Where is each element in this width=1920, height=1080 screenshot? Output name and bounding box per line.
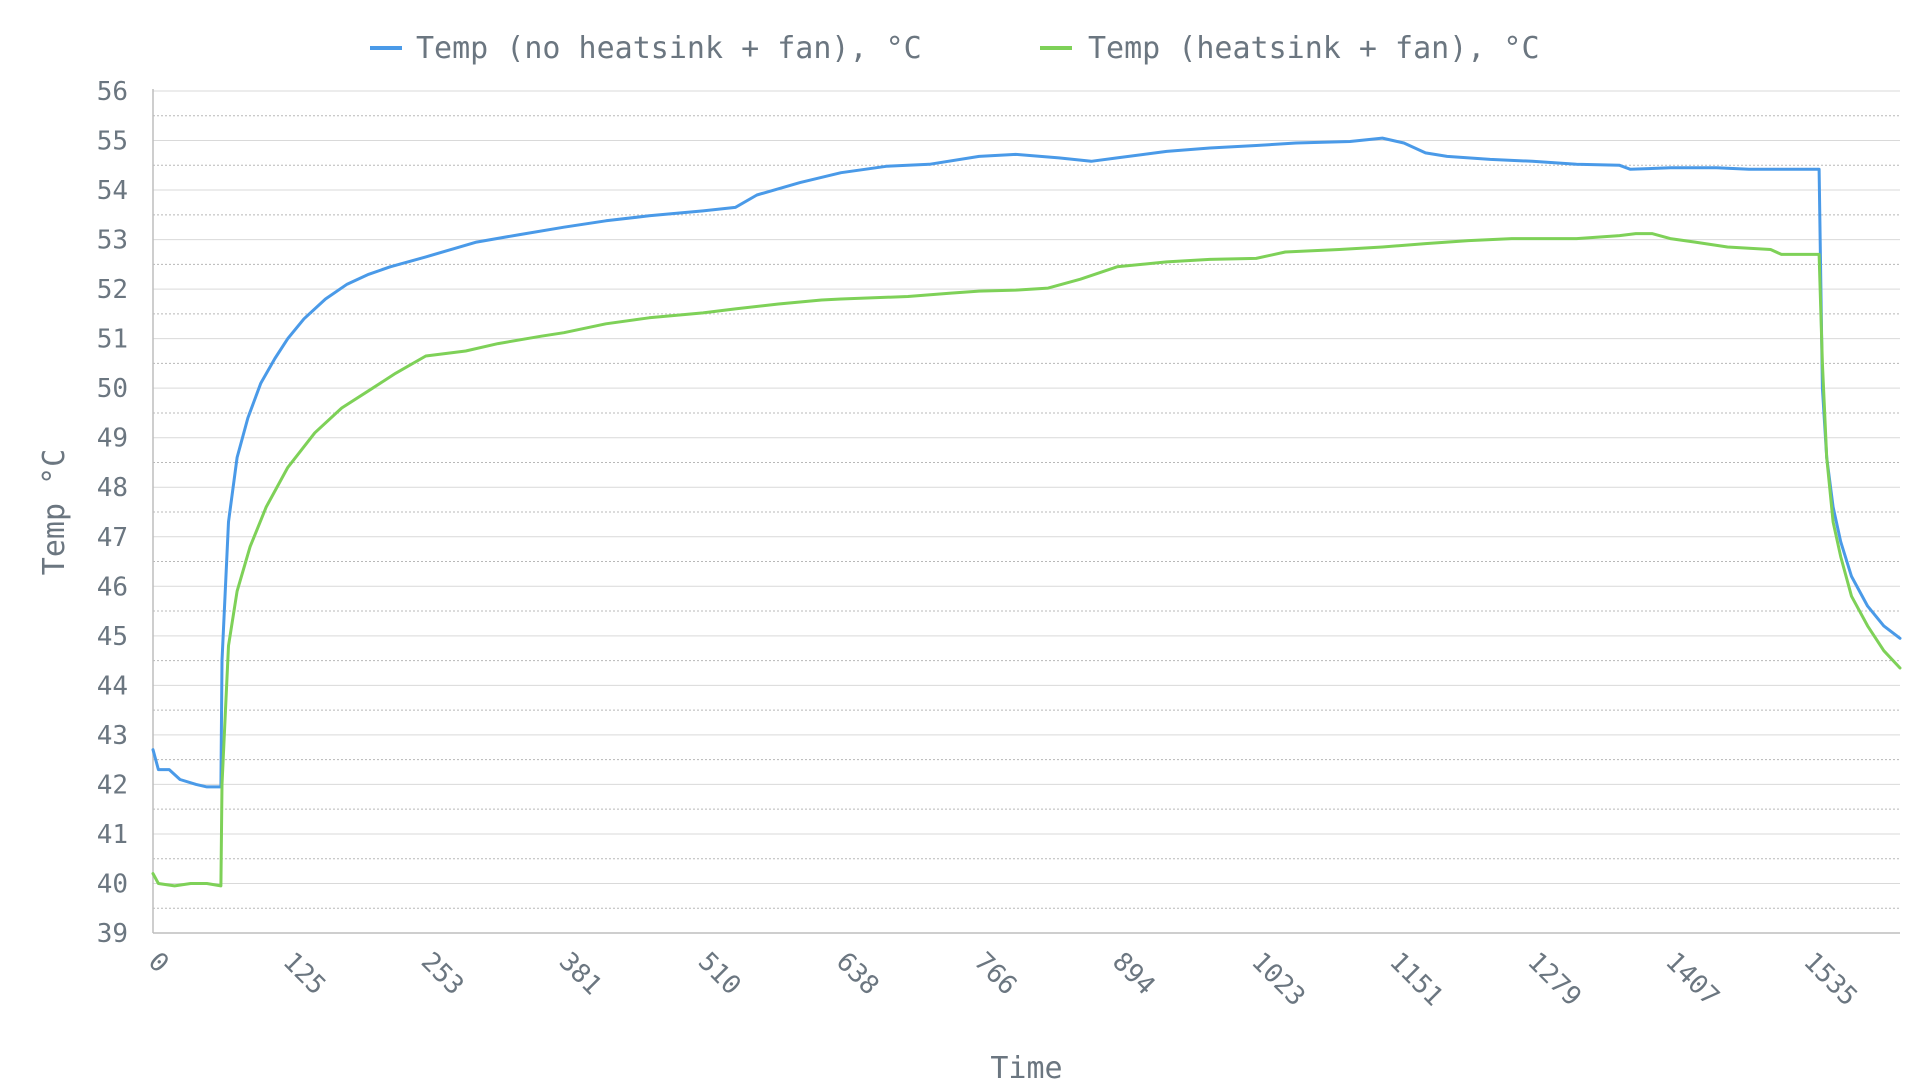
x-tick-label: 1023: [1245, 947, 1310, 1012]
y-tick-label: 50: [97, 374, 128, 404]
series-line-heatsink: [151, 232, 1902, 888]
y-tick-label: 55: [97, 127, 128, 157]
y-tick-label: 43: [97, 721, 128, 751]
x-tick-label: 1151: [1383, 947, 1448, 1012]
y-tick-label: 39: [97, 919, 128, 949]
y-tick-label: 44: [97, 671, 128, 701]
x-tick-label: 381: [553, 947, 607, 1001]
x-tick-label: 0: [142, 947, 174, 979]
y-tick-label: 51: [97, 325, 128, 355]
x-tick-label: 1407: [1659, 947, 1724, 1012]
y-tick-label: 48: [97, 473, 128, 503]
y-tick-label: 52: [97, 275, 128, 305]
x-tick-label: 1279: [1521, 947, 1586, 1012]
x-tick-label: 1535: [1797, 947, 1862, 1012]
grid: [153, 90, 1900, 934]
y-tick-label: 46: [97, 572, 128, 602]
y-tick-label: 40: [97, 869, 128, 899]
y-tick-label: 47: [97, 523, 128, 553]
x-tick-label: 766: [968, 947, 1022, 1001]
y-tick-label: 42: [97, 770, 128, 800]
y-tick-label: 54: [97, 176, 128, 206]
legend-label-heatsink: Temp (heatsink + fan), °C: [1088, 31, 1540, 66]
y-tick-label: 56: [97, 77, 128, 107]
x-tick-label: 253: [415, 947, 469, 1001]
y-tick-label: 49: [97, 424, 128, 454]
x-tick-labels: 0 125 253 381 510 638 766 894 1023 1151 1279 1407 15…: [142, 947, 1863, 1012]
y-tick-label: 41: [97, 820, 128, 850]
y-tick-label: 53: [97, 226, 128, 256]
x-tick-label: 894: [1106, 947, 1160, 1001]
x-tick-label: 125: [277, 947, 331, 1001]
y-axis-title: Temp °C: [37, 449, 72, 575]
x-axis-title: Time: [990, 1051, 1062, 1080]
x-tick-label: 638: [830, 947, 884, 1001]
y-tick-label: 45: [97, 622, 128, 652]
x-tick-label: 510: [692, 947, 746, 1001]
y-tick-labels: 39 40 41 42 43 44 45 46 47 48 49 50 51 52 53 54 55 56: [97, 77, 128, 949]
legend-label-no-heatsink: Temp (no heatsink + fan), °C: [416, 31, 922, 66]
series-line-no-heatsink: [151, 136, 1902, 789]
series-lines: [151, 136, 1902, 888]
axes: [152, 89, 1900, 934]
legend: Temp (no heatsink + fan), °C Temp (heats…: [370, 31, 1540, 66]
